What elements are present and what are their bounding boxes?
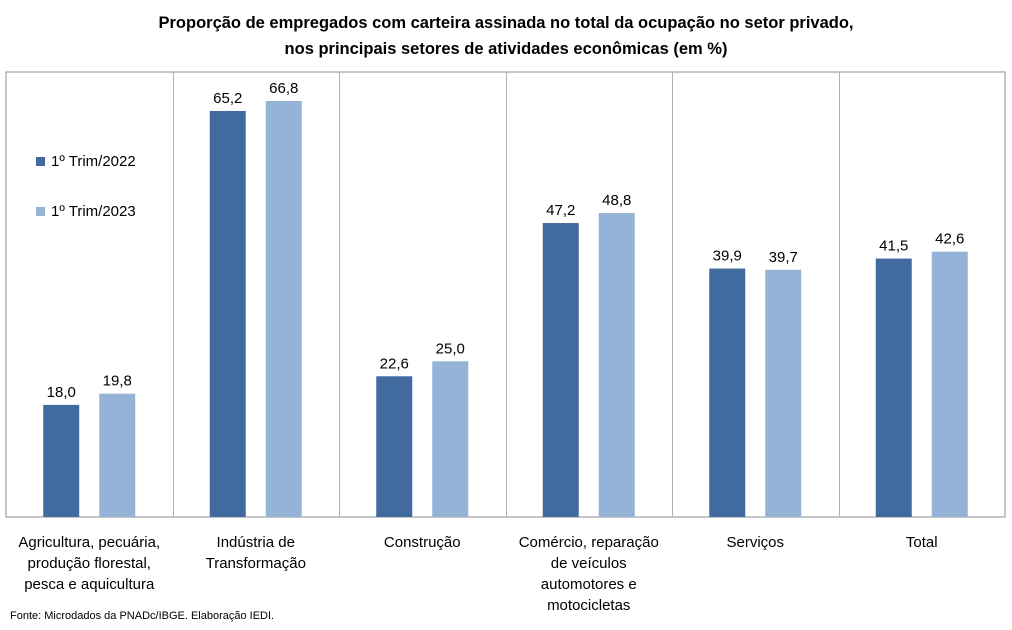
bar-2023 (99, 393, 136, 517)
data-label-2023: 42,6 (935, 231, 964, 248)
legend-item-2023: 1º Trim/2023 (36, 203, 136, 220)
bar-2022 (209, 110, 246, 517)
data-label-2022: 41,5 (879, 238, 908, 255)
chart-subtitle: nos principais setores de atividades eco… (284, 40, 728, 58)
bar-2023 (765, 269, 802, 517)
category-label: Construção (332, 532, 512, 553)
legend-swatch-2022 (36, 157, 45, 166)
category-label-line: produção florestal, (27, 555, 151, 572)
data-label-2022: 18,0 (47, 384, 76, 401)
category-label-line: Transformação (205, 555, 306, 572)
legend-label-2023: 1º Trim/2023 (51, 203, 136, 220)
data-label-2022: 22,6 (380, 355, 409, 372)
category-label: Indústria de Transformação (166, 532, 346, 574)
chart-title-block: Proporção de empregados com carteira ass… (0, 10, 1012, 62)
category-label: Total (832, 532, 1012, 553)
category-label-line: pesca e aquicultura (24, 576, 155, 593)
plot-area-border (5, 71, 1006, 518)
data-label-2023: 39,7 (769, 249, 798, 266)
category-label: Serviços (665, 532, 845, 553)
chart-title: Proporção de empregados com carteira ass… (158, 14, 854, 32)
bar-2023 (265, 101, 302, 517)
bar-2023 (598, 213, 635, 517)
data-label-2022: 65,2 (213, 90, 242, 107)
category-label: Comércio, reparação de veículos automotore… (499, 532, 679, 616)
data-label-2022: 39,9 (713, 248, 742, 265)
category-label-line: Agricultura, pecuária, (18, 534, 161, 551)
bar-2022 (709, 268, 746, 517)
category-label: Agricultura, pecuária, produção florestal… (0, 532, 179, 595)
bar-2023 (931, 251, 968, 517)
data-label-2022: 47,2 (546, 202, 575, 219)
legend-swatch-2023 (36, 207, 45, 216)
category-label-line: Construção (383, 534, 461, 551)
category-label-line: motocicletas (547, 597, 631, 614)
bar-2022 (376, 376, 413, 517)
bar-2022 (43, 404, 80, 517)
category-label-line: Total (905, 534, 938, 551)
category-label-line: automotores e (540, 576, 637, 593)
data-label-2023: 19,8 (103, 373, 132, 390)
legend-item-2022: 1º Trim/2022 (36, 153, 136, 170)
legend-label-2022: 1º Trim/2022 (51, 153, 136, 170)
category-label-line: de veículos (550, 555, 627, 572)
data-label-2023: 48,8 (602, 192, 631, 209)
data-label-2023: 25,0 (436, 340, 465, 357)
bar-2022 (875, 258, 912, 517)
bar-2023 (432, 361, 469, 517)
category-label-line: Serviços (726, 534, 785, 551)
source-note: Fonte: Microdados da PNADc/IBGE. Elabora… (10, 610, 275, 622)
category-label-line: Comércio, reparação (518, 534, 659, 551)
data-label-2023: 66,8 (269, 80, 298, 97)
category-label-line: Indústria de (216, 534, 295, 551)
bar-2022 (542, 223, 579, 517)
